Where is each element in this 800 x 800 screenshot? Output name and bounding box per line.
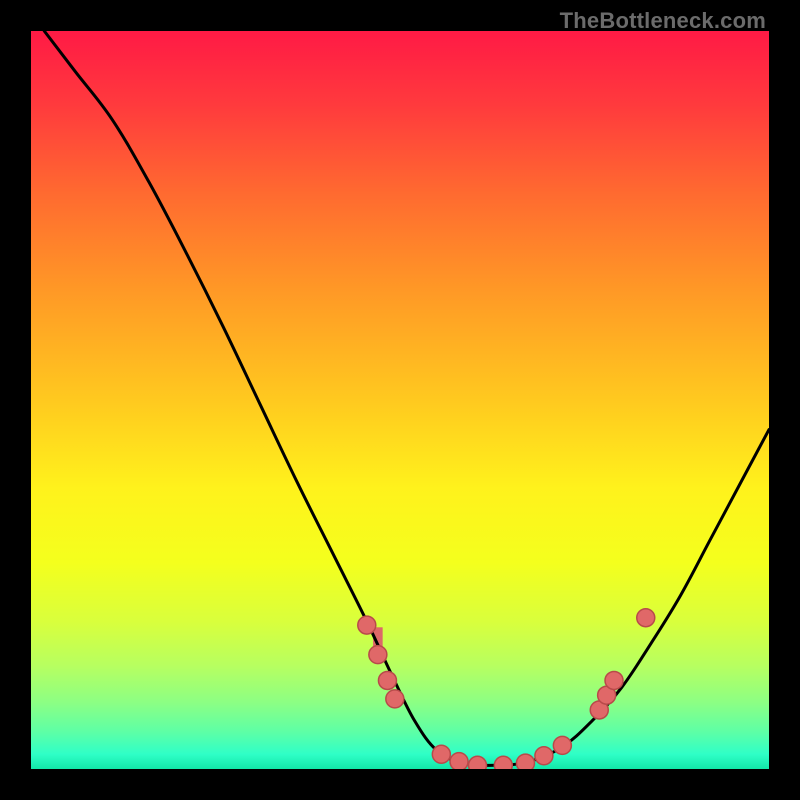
data-marker — [637, 609, 655, 627]
data-marker — [535, 747, 553, 765]
data-marker — [450, 753, 468, 769]
plot-area — [31, 31, 769, 769]
watermark-text: TheBottleneck.com — [560, 8, 766, 34]
data-marker — [516, 754, 534, 769]
data-marker — [369, 646, 387, 664]
data-marker — [386, 690, 404, 708]
data-marker — [494, 756, 512, 769]
data-marker — [468, 756, 486, 769]
data-marker — [553, 736, 571, 754]
bottleneck-curve — [31, 31, 769, 769]
chart-frame: TheBottleneck.com — [0, 0, 800, 800]
data-marker — [605, 671, 623, 689]
data-marker — [358, 616, 376, 634]
data-marker — [432, 745, 450, 763]
data-marker — [378, 671, 396, 689]
